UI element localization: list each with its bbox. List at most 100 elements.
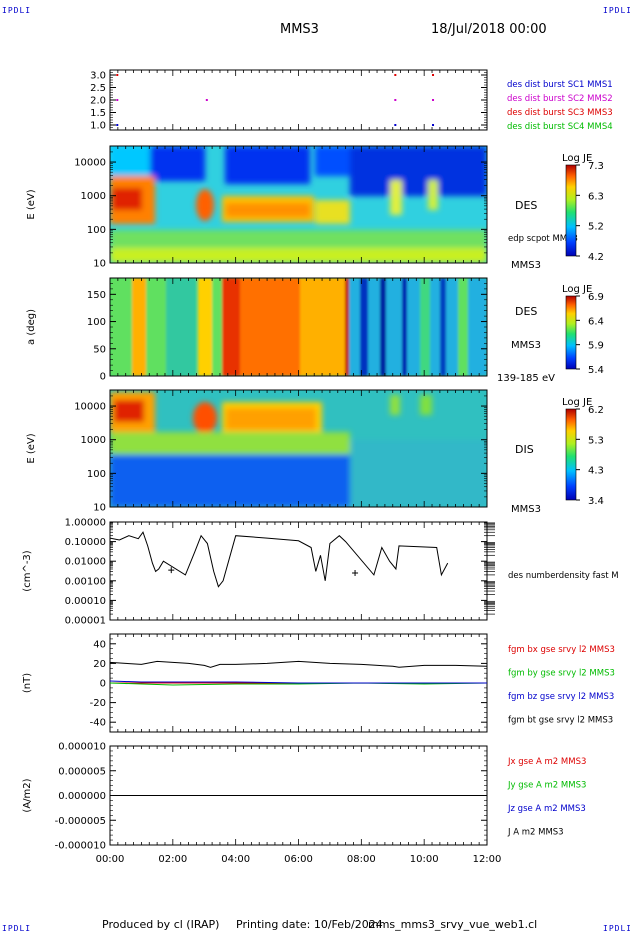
fgm-line	[109, 680, 487, 684]
dis-energy-instrument-label: DIS	[515, 443, 534, 456]
corner-logo-top-left: IPDLI	[2, 6, 32, 15]
des-energy-ytick-label: 10	[93, 259, 106, 270]
current-legend-label: Jy gse A m2 MMS3	[507, 781, 586, 791]
burst-frame	[109, 69, 488, 131]
dis-energy-colorbar-tick-label: 6.2	[588, 405, 604, 416]
des-energy-colorbar	[565, 164, 577, 257]
fgm-legend-label: fgm bt gse srvy l2 MMS3	[508, 716, 613, 726]
dis-energy-ytick-label: 1000	[81, 435, 106, 446]
fgm-ylabel: (nT)	[22, 673, 33, 693]
fgm-legend-label: fgm by gse srvy l2 MMS3	[508, 669, 615, 679]
burst-burst-mark	[116, 74, 119, 76]
corner-logo-top-right: IPDLI	[603, 6, 630, 15]
dis-energy-ylabel: E (eV)	[26, 433, 37, 463]
burst-burst-mark	[394, 124, 397, 126]
des-pitch-ylabel: a (deg)	[26, 309, 37, 345]
density-plus-marker	[168, 567, 175, 574]
time-tick-label: 12:00	[473, 854, 502, 865]
burst-legend-label: des dist burst SC2 MMS2	[507, 94, 613, 104]
density-ytick-label: 0.00010	[65, 596, 106, 607]
density-ytick-label: 0.01000	[65, 557, 106, 568]
burst-ytick-label: 1.5	[90, 108, 106, 119]
dis-energy-colorbar-title: Log JE	[562, 397, 592, 408]
time-tick-label: 06:00	[284, 854, 313, 865]
burst-burst-mark	[116, 99, 119, 101]
burst-legend-label: des dist burst SC4 MMS4	[507, 122, 613, 132]
time-tick-label: 10:00	[410, 854, 439, 865]
burst-legend-label: des dist burst SC3 MMS3	[507, 108, 613, 118]
density-plus-marker	[352, 570, 359, 576]
burst-ytick-label: 2.0	[90, 96, 106, 107]
time-tick-label: 04:00	[221, 854, 250, 865]
burst-burst-mark	[432, 99, 435, 101]
density-line	[109, 531, 449, 588]
des-pitch-spacecraft-label: MMS3	[511, 340, 541, 351]
current-ytick-label: -0.000010	[55, 841, 106, 852]
des-energy-colorbar-tick-label: 4.2	[588, 252, 604, 263]
dis-energy-ytick-label: 10	[93, 503, 106, 514]
des-energy-spacecraft-label: MMS3	[511, 260, 541, 271]
des-energy-ytick-label: 100	[87, 225, 106, 236]
time-tick-label: 00:00	[96, 854, 125, 865]
des-pitch-colorbar	[565, 295, 577, 370]
dis-energy-ytick-label: 100	[87, 469, 106, 480]
current-ylabel: (A/m2)	[22, 778, 33, 812]
current-ytick-label: -0.000005	[55, 816, 106, 827]
dis-energy-spacecraft-label: MMS3	[511, 504, 541, 515]
burst-ytick-label: 2.5	[90, 83, 106, 94]
fgm-legend-label: fgm bz gse srvy l2 MMS3	[508, 692, 614, 702]
des-energy-spectrogram	[110, 146, 487, 263]
dis-energy-spectrogram	[110, 390, 487, 507]
time-tick-label: 08:00	[347, 854, 376, 865]
density-ytick-label: 0.00001	[65, 616, 106, 627]
des-pitch-ytick-label: 50	[93, 344, 106, 355]
burst-burst-mark	[394, 99, 397, 101]
time-tick-label: 02:00	[158, 854, 187, 865]
dis-energy-colorbar-tick-label: 5.3	[588, 435, 604, 446]
des-energy-ytick-label: 1000	[81, 191, 106, 202]
dis-energy-colorbar-tick-label: 4.3	[588, 466, 604, 477]
des-pitch-ytick-label: 100	[87, 317, 106, 328]
des-energy-colorbar-title: Log JE	[562, 153, 592, 164]
current-ytick-label: 0.000000	[58, 791, 106, 802]
des-energy-ylabel: E (eV)	[26, 189, 37, 219]
fgm-ytick-label: 20	[93, 659, 106, 670]
des-pitch-spectrogram	[110, 278, 487, 376]
des-pitch-colorbar-tick-label: 5.4	[588, 365, 604, 376]
fgm-ytick-label: 0	[100, 679, 106, 690]
corner-logo-bottom-left: IPDLI	[2, 924, 32, 933]
spacecraft-title: MMS3	[280, 22, 319, 37]
density-legend-label: des numberdensity fast M	[508, 571, 619, 581]
current-legend-label: Jz gse A m2 MMS3	[507, 804, 586, 814]
footer-file-name: mms_mms3_srvy_vue_web1.cl	[368, 918, 538, 931]
burst-burst-mark	[432, 124, 435, 126]
footer-produced-by: Produced by cl (IRAP)	[102, 918, 220, 931]
corner-logo-bottom-right: IPDLI	[603, 924, 630, 933]
burst-burst-mark	[394, 74, 397, 76]
burst-ytick-label: 3.0	[90, 71, 106, 82]
des-energy-ytick-label: 10000	[74, 158, 106, 169]
des-energy-colorbar-tick-label: 5.2	[588, 222, 604, 233]
burst-burst-mark	[205, 99, 208, 101]
fgm-legend-label: fgm bx gse srvy l2 MMS3	[508, 645, 615, 655]
des-pitch-instrument-label: DES	[515, 305, 537, 318]
des-pitch-colorbar-tick-label: 5.9	[588, 341, 604, 352]
des-pitch-colorbar-tick-label: 6.4	[588, 316, 604, 327]
des-pitch-ytick-label: 150	[87, 290, 106, 301]
des-energy-colorbar-tick-label: 7.3	[588, 161, 604, 172]
burst-burst-mark	[116, 124, 119, 126]
dis-energy-ytick-label: 10000	[74, 402, 106, 413]
dis-energy-colorbar-tick-label: 3.4	[588, 496, 604, 507]
density-ytick-label: 0.10000	[65, 537, 106, 548]
burst-legend-label: des dist burst SC1 MMS1	[507, 80, 613, 90]
density-frame	[109, 521, 488, 621]
density-ytick-label: 0.00100	[65, 576, 106, 587]
density-ytick-label: 1.00000	[65, 518, 106, 529]
fgm-line	[109, 682, 488, 686]
burst-burst-mark	[432, 74, 435, 76]
des-pitch-colorbar-title: Log JE	[562, 284, 592, 295]
current-legend-label: Jx gse A m2 MMS3	[507, 757, 586, 767]
current-ytick-label: 0.000005	[58, 766, 106, 777]
des-pitch-energy-band-label: 139-185 eV	[497, 373, 555, 384]
